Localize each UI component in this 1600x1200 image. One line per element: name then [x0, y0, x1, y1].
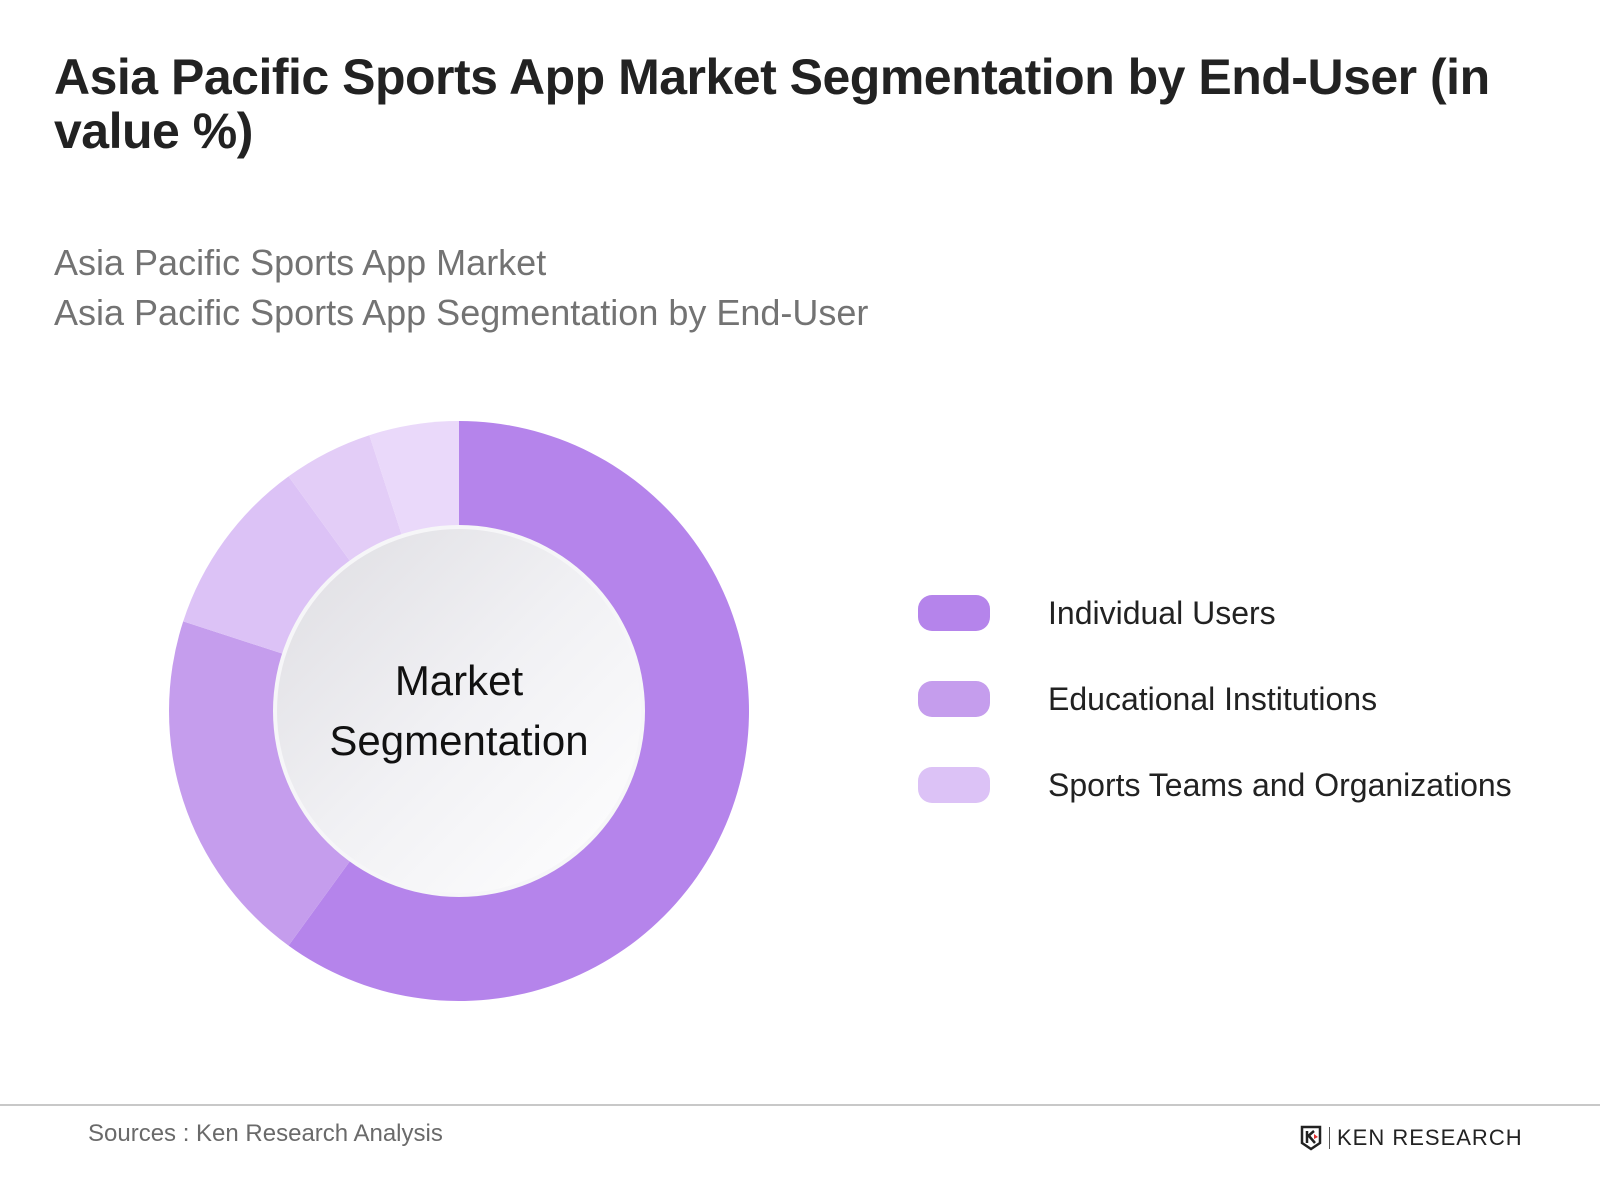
legend-item-sports-teams: Sports Teams and Organizations [918, 742, 1512, 828]
legend-swatch [918, 767, 990, 803]
legend-label: Educational Institutions [1048, 680, 1378, 717]
center-circle [277, 529, 641, 893]
donut-chart [168, 421, 749, 1001]
legend-swatch [918, 595, 990, 631]
chart-title: Asia Pacific Sports App Market Segmentat… [54, 49, 1490, 159]
source-note: Sources : Ken Research Analysis [88, 1120, 443, 1147]
subtitle-line-2: Asia Pacific Sports App Segmentation by … [54, 292, 869, 333]
footer-divider [0, 1104, 1600, 1106]
legend-item-individual-users: Individual Users [918, 570, 1512, 656]
legend: Individual Users Educational Institution… [918, 570, 1512, 828]
brand-logo: KEN RESEARCH [1300, 1125, 1523, 1151]
brand-separator [1329, 1127, 1330, 1149]
legend-item-educational-institutions: Educational Institutions [918, 656, 1512, 742]
subtitle-line-1: Asia Pacific Sports App Market [54, 242, 547, 283]
center-label-line-1: Market [394, 657, 524, 704]
legend-swatch [918, 681, 990, 717]
ken-research-logo-icon [1300, 1125, 1322, 1151]
center-label-line-2: Segmentation [329, 717, 589, 764]
center-label: Market Segmentation [274, 526, 644, 896]
brand-name: KEN RESEARCH [1337, 1125, 1523, 1150]
legend-label: Individual Users [1048, 594, 1276, 631]
chart-subtitle: Asia Pacific Sports App Market Asia Paci… [54, 238, 868, 338]
legend-label: Sports Teams and Organizations [1048, 766, 1512, 803]
